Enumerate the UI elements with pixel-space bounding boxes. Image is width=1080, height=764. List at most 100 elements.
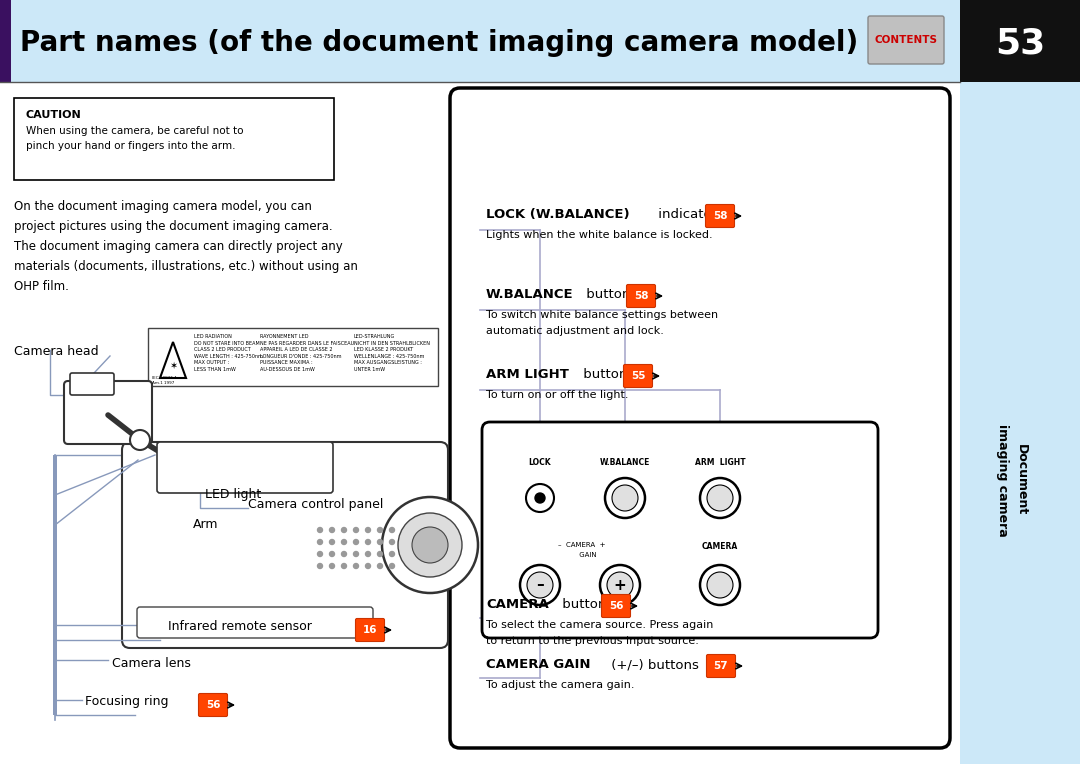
Circle shape xyxy=(329,539,335,545)
Circle shape xyxy=(365,564,370,568)
Circle shape xyxy=(390,527,394,533)
Bar xyxy=(160,445,330,490)
Circle shape xyxy=(130,430,150,450)
FancyBboxPatch shape xyxy=(705,205,734,228)
Text: To adjust the camera gain.: To adjust the camera gain. xyxy=(486,680,635,690)
Text: W.BALANCE: W.BALANCE xyxy=(486,288,573,301)
Circle shape xyxy=(378,539,382,545)
Circle shape xyxy=(341,539,347,545)
Circle shape xyxy=(707,485,733,511)
Text: LOCK (W.BALANCE): LOCK (W.BALANCE) xyxy=(486,208,630,221)
Circle shape xyxy=(329,527,335,533)
FancyBboxPatch shape xyxy=(122,442,448,648)
FancyBboxPatch shape xyxy=(355,619,384,642)
Circle shape xyxy=(399,513,462,577)
Circle shape xyxy=(612,485,638,511)
Circle shape xyxy=(329,552,335,556)
Circle shape xyxy=(411,527,448,563)
Text: 58: 58 xyxy=(634,291,648,301)
FancyBboxPatch shape xyxy=(602,594,631,617)
Circle shape xyxy=(341,564,347,568)
Bar xyxy=(960,82,1080,764)
Circle shape xyxy=(329,564,335,568)
FancyBboxPatch shape xyxy=(482,422,878,638)
Circle shape xyxy=(390,564,394,568)
Circle shape xyxy=(318,552,323,556)
Circle shape xyxy=(707,572,733,598)
Text: ARM  LIGHT: ARM LIGHT xyxy=(694,458,745,467)
Text: Part names (of the document imaging camera model): Part names (of the document imaging came… xyxy=(21,29,859,57)
Circle shape xyxy=(353,564,359,568)
Circle shape xyxy=(519,565,561,605)
Circle shape xyxy=(365,552,370,556)
Text: CAMERA GAIN: CAMERA GAIN xyxy=(486,658,591,671)
Circle shape xyxy=(341,552,347,556)
Text: CAMERA: CAMERA xyxy=(486,598,549,611)
Polygon shape xyxy=(160,342,186,378)
Circle shape xyxy=(605,478,645,518)
Circle shape xyxy=(700,478,740,518)
Circle shape xyxy=(378,552,382,556)
Text: LED-STRAHLUNG
NICHT IN DEN STRAHLBLICKEN
LED KLASSE 2 PRODUKT
WELLENLANGE : 425-: LED-STRAHLUNG NICHT IN DEN STRAHLBLICKEN… xyxy=(354,334,430,372)
Text: W.BALANCE: W.BALANCE xyxy=(599,458,650,467)
Circle shape xyxy=(390,552,394,556)
Text: Arm: Arm xyxy=(193,518,218,531)
Bar xyxy=(14,98,334,180)
Bar xyxy=(148,328,438,386)
Circle shape xyxy=(378,564,382,568)
Text: 55: 55 xyxy=(631,371,645,381)
Text: GAIN: GAIN xyxy=(568,552,596,558)
Text: to return to the previous input source.: to return to the previous input source. xyxy=(486,636,699,646)
Text: When using the camera, be careful not to
pinch your hand or fingers into the arm: When using the camera, be careful not to… xyxy=(26,126,243,151)
Circle shape xyxy=(365,539,370,545)
Text: indicator: indicator xyxy=(654,208,721,221)
Text: Document
imaging camera: Document imaging camera xyxy=(997,423,1027,536)
Text: ARM LIGHT: ARM LIGHT xyxy=(486,368,569,381)
Circle shape xyxy=(535,493,545,503)
Circle shape xyxy=(378,527,382,533)
Text: –  CAMERA  +: – CAMERA + xyxy=(558,542,606,548)
Circle shape xyxy=(365,527,370,533)
Circle shape xyxy=(353,552,359,556)
Text: automatic adjustment and lock.: automatic adjustment and lock. xyxy=(486,326,664,336)
Circle shape xyxy=(607,572,633,598)
Text: Lights when the white balance is locked.: Lights when the white balance is locked. xyxy=(486,230,713,240)
Circle shape xyxy=(526,484,554,512)
Text: LED light: LED light xyxy=(205,488,261,501)
Text: Camera head: Camera head xyxy=(14,345,98,358)
Circle shape xyxy=(341,527,347,533)
Text: 57: 57 xyxy=(714,661,728,671)
Text: To select the camera source. Press again: To select the camera source. Press again xyxy=(486,620,714,630)
Text: 56: 56 xyxy=(206,700,220,710)
FancyBboxPatch shape xyxy=(706,655,735,678)
Text: RAYONNEMENT LED
NE PAS REGARDER DANS LE FAISCEAU
APPAREIL A LED DE CLASSE 2
LONG: RAYONNEMENT LED NE PAS REGARDER DANS LE … xyxy=(260,334,354,372)
FancyBboxPatch shape xyxy=(626,284,656,307)
Circle shape xyxy=(390,539,394,545)
Circle shape xyxy=(318,527,323,533)
FancyBboxPatch shape xyxy=(199,694,228,717)
Text: button: button xyxy=(558,598,610,611)
Circle shape xyxy=(600,565,640,605)
FancyBboxPatch shape xyxy=(450,88,950,748)
Circle shape xyxy=(318,564,323,568)
Text: Camera lens: Camera lens xyxy=(112,657,191,670)
Text: To switch white balance settings between: To switch white balance settings between xyxy=(486,310,718,320)
FancyBboxPatch shape xyxy=(623,364,652,387)
Text: +: + xyxy=(613,578,626,593)
Text: button: button xyxy=(579,368,632,381)
Text: 56: 56 xyxy=(609,601,623,611)
Circle shape xyxy=(353,539,359,545)
Text: 16: 16 xyxy=(363,625,377,635)
Text: (+/–) buttons: (+/–) buttons xyxy=(607,658,703,671)
FancyBboxPatch shape xyxy=(137,607,373,638)
Text: IEC 60825-1,
Am.1 1997: IEC 60825-1, Am.1 1997 xyxy=(152,376,178,384)
FancyBboxPatch shape xyxy=(64,381,152,444)
Text: Infrared remote sensor: Infrared remote sensor xyxy=(168,620,315,633)
Text: CAMERA: CAMERA xyxy=(702,542,738,551)
FancyBboxPatch shape xyxy=(868,16,944,64)
FancyBboxPatch shape xyxy=(53,455,57,715)
Text: 58: 58 xyxy=(713,211,727,221)
Text: button: button xyxy=(582,288,635,301)
Text: Camera control panel: Camera control panel xyxy=(248,498,383,511)
Text: To turn on or off the light.: To turn on or off the light. xyxy=(486,390,629,400)
